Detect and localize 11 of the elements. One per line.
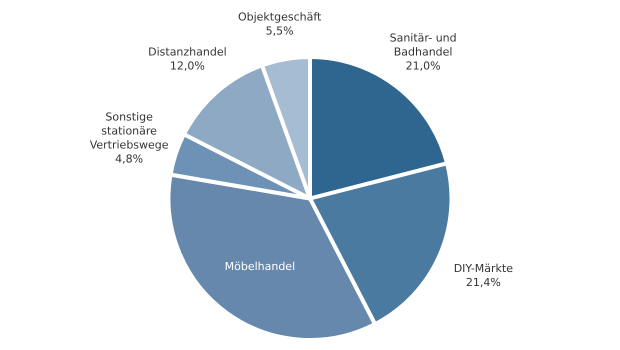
slice-label: Objektgeschäft xyxy=(238,10,322,24)
slice-label: DIY-Märkte xyxy=(454,262,514,275)
slice-label: Möbelhandel xyxy=(224,260,296,273)
slice-label: Sonstige stationäre Vertriebswege xyxy=(90,110,169,152)
slice-label: Distanzhandel xyxy=(148,45,227,58)
data-label: 12,0% xyxy=(170,59,205,72)
data-label: 5,5% xyxy=(266,24,294,38)
data-label: 21,4% xyxy=(466,276,501,289)
slice-label: Sanitär- und Badhandel xyxy=(390,32,457,59)
data-label: 4,8% xyxy=(115,152,144,166)
data-label: 21,0% xyxy=(406,60,441,73)
